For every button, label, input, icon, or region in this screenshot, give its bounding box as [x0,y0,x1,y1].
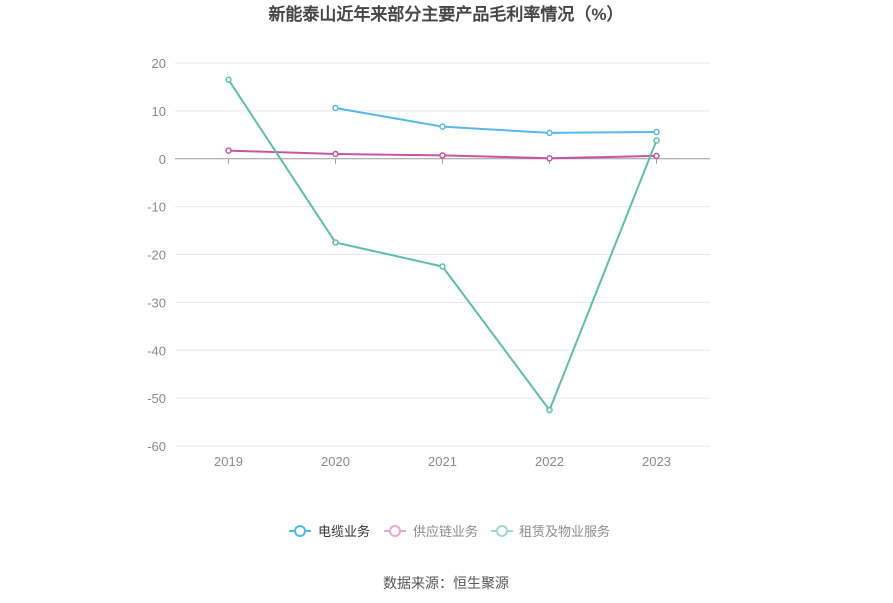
y-tick-label: 10 [152,104,166,119]
x-tick-label: 2021 [428,454,457,469]
x-tick-label: 2022 [535,454,564,469]
data-point [439,263,446,270]
data-point [653,152,660,160]
series-0 [332,104,660,137]
legend-item-cable[interactable]: 电缆业务 [289,524,370,539]
x-tick-label: 2019 [214,454,243,469]
legend-icon-circle [496,525,508,537]
y-tick-label: -30 [147,295,166,310]
data-point [546,406,553,414]
legend-icon-circle [294,525,306,537]
y-tick-label: -20 [147,248,166,263]
y-axis-labels: 20 10 0 -10 -20 -30 -40 -50 -60 [147,56,166,454]
data-point [653,137,660,144]
y-tick-label: 20 [152,56,166,71]
chart-title: 新能泰山近年来部分主要产品毛利率情况（%） [268,4,623,24]
legend-item-leasing[interactable]: 租赁及物业服务 [491,524,610,539]
x-tick-label: 2020 [321,454,350,469]
data-point [546,129,553,137]
legend-label: 电缆业务 [318,524,370,539]
data-point [439,123,446,130]
data-point [332,239,339,246]
y-tick-label: -60 [147,439,166,454]
data-point [225,76,232,84]
series-lines [225,76,660,414]
data-point [653,128,660,136]
y-tick-label: -50 [147,391,166,406]
y-tick-label: 0 [159,152,166,167]
legend-item-supply-chain[interactable]: 供应链业务 [384,524,478,539]
x-axis: 2019 2020 2021 2022 2023 [175,158,710,469]
y-tick-label: -10 [147,200,166,215]
grid-lines [175,62,710,447]
data-point [439,152,446,159]
data-point [225,147,232,154]
series-line [335,107,657,134]
legend: 电缆业务 供应链业务 租赁及物业服务 [289,524,610,539]
legend-label: 租赁及物业服务 [519,524,610,539]
data-point [332,150,339,158]
data-point [332,104,339,112]
data-source: 数据来源：恒生聚源 [383,575,509,591]
y-tick-label: -40 [147,343,166,358]
legend-icon-circle [389,525,401,537]
x-tick-label: 2023 [642,454,671,469]
data-point [546,155,553,162]
series-2 [225,76,660,414]
legend-label: 供应链业务 [413,524,478,539]
series-1 [225,147,660,162]
